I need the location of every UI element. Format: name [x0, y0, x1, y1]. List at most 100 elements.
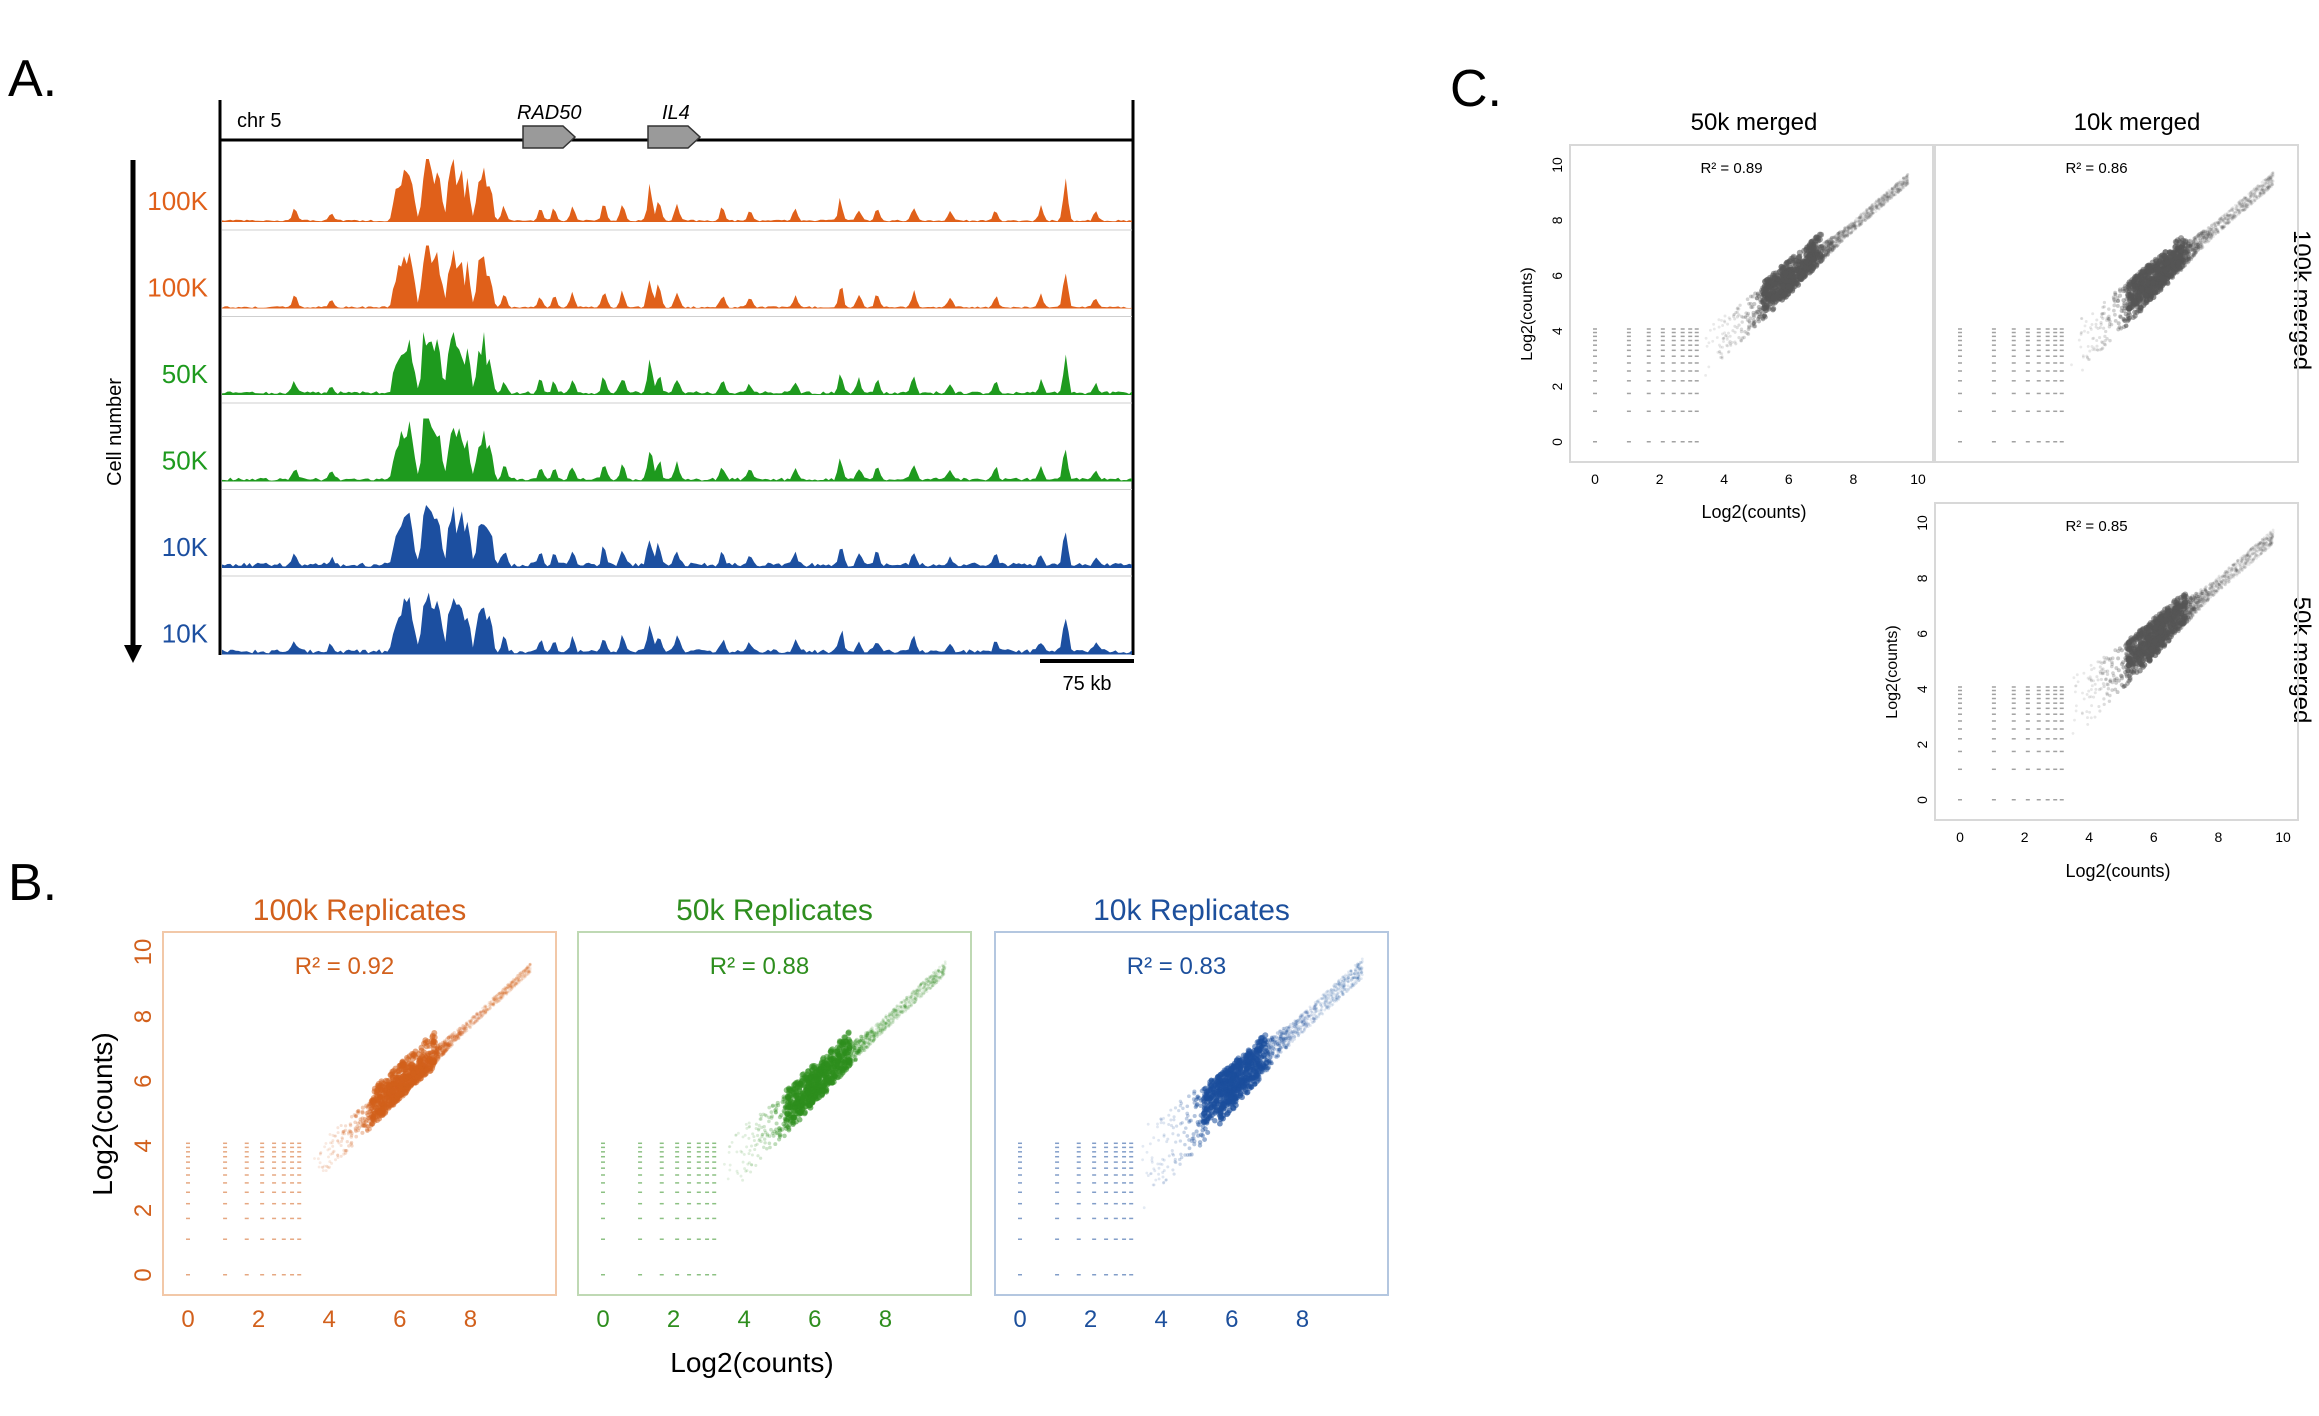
scatter-point [675, 1182, 680, 1184]
scatter-point [297, 1155, 302, 1158]
scatter-point [452, 1034, 456, 1038]
scatter-point [659, 1155, 664, 1158]
scatter-point [437, 1043, 442, 1047]
scatter-point [758, 1112, 763, 1117]
scatter-point [1092, 1274, 1097, 1276]
scatter-point [696, 1161, 701, 1163]
scatter-point [356, 1128, 361, 1133]
scatter-point [340, 1137, 344, 1141]
scatter-point [328, 1165, 332, 1169]
scatter-point [260, 1161, 265, 1163]
scatter-point [419, 1054, 426, 1061]
scatter-point [489, 999, 493, 1003]
scatter-point [513, 983, 517, 987]
scatter-point [508, 984, 512, 988]
scatter-point [336, 1139, 340, 1143]
scatter-point [499, 991, 503, 995]
scatter-point [486, 1007, 490, 1011]
scatter-point [522, 968, 526, 972]
scatter-point [528, 962, 532, 966]
scatter-point [638, 1161, 643, 1163]
scatter-point [495, 1000, 499, 1004]
scatter-point [469, 1019, 473, 1023]
x-tick-label: 0 [1013, 1306, 1026, 1333]
scatter-point [747, 1121, 751, 1125]
scatter-point [744, 1122, 748, 1126]
scatter-point [915, 992, 919, 996]
scatter-point [518, 975, 522, 979]
scatter-point [1646, 335, 1651, 338]
scatter-point [930, 978, 934, 982]
scatter-point [349, 1142, 353, 1146]
scatter-point [318, 1161, 322, 1165]
scatter-point [1353, 967, 1357, 971]
scatter-point [825, 1075, 832, 1082]
scatter-point [1351, 977, 1355, 981]
scatter-point [260, 1202, 265, 1205]
scatter-point [333, 1134, 337, 1138]
scatter-point [1626, 380, 1631, 382]
scatter-point [517, 978, 521, 982]
scatter-point [758, 1156, 763, 1160]
scatter-point [514, 983, 517, 987]
scatter-point [1185, 1104, 1190, 1109]
scatter-point [459, 1033, 463, 1037]
scatter-point [493, 995, 497, 999]
scatter-point [501, 993, 504, 997]
scatter-point [1313, 1019, 1316, 1023]
scatter-point [457, 1029, 461, 1034]
scatter-point [1671, 355, 1676, 357]
scatter-point [509, 982, 513, 985]
scatter-point [1146, 1174, 1150, 1178]
scatter-point [491, 1003, 495, 1007]
scatter-point [1338, 981, 1342, 985]
scatter-point [865, 1036, 869, 1040]
scatter-point [773, 1142, 778, 1147]
scatter-point [223, 1202, 228, 1205]
scatter-point [281, 1167, 286, 1169]
scatter-point [515, 974, 519, 978]
scatter-point [398, 1085, 404, 1092]
scatter-point [1167, 1122, 1171, 1127]
scatter-point [900, 1006, 903, 1010]
scatter-point [1660, 370, 1665, 372]
scatter-point [784, 1103, 791, 1110]
scatter-point [321, 1165, 325, 1169]
scatter-point [260, 1182, 265, 1184]
scatter-point [845, 1029, 852, 1036]
scatter-point [1153, 1169, 1157, 1173]
scatter-point [1302, 1016, 1306, 1020]
scatter-point [1018, 1142, 1022, 1145]
scatter-point [638, 1217, 643, 1220]
scatter-point [459, 1027, 464, 1031]
scatter-point [437, 1045, 442, 1050]
scatter-point [928, 987, 932, 990]
scatter-point [244, 1191, 249, 1194]
scatter-point [493, 994, 497, 998]
scatter-point [747, 1152, 751, 1156]
panel-b-xlabel: Log2(counts) [670, 1347, 833, 1378]
scatter-point [1076, 1174, 1081, 1176]
scatter-point [186, 1151, 190, 1153]
scatter-point [472, 1016, 476, 1020]
scatter-point [493, 997, 497, 1001]
scatter-point [505, 990, 509, 994]
scatter-point [1305, 1017, 1309, 1021]
scatter-point [318, 1152, 322, 1156]
scatter-point [336, 1153, 340, 1157]
scatter-point [504, 991, 508, 995]
gene-label-rad50: RAD50 [517, 102, 581, 124]
scatter-point [281, 1202, 286, 1205]
scatter-point [453, 1037, 457, 1041]
scatter-point [451, 1033, 455, 1037]
scatter-point [736, 1131, 740, 1135]
scatter-point [773, 1110, 778, 1115]
scatter-point [1335, 988, 1339, 992]
scatter-point [887, 1014, 891, 1018]
scatter-point [495, 996, 499, 1000]
scatter-point [281, 1274, 286, 1276]
scatter-point [462, 1027, 466, 1031]
scatter-point [416, 1073, 423, 1080]
scatter-point [244, 1217, 249, 1220]
scatter-point [469, 1019, 472, 1023]
